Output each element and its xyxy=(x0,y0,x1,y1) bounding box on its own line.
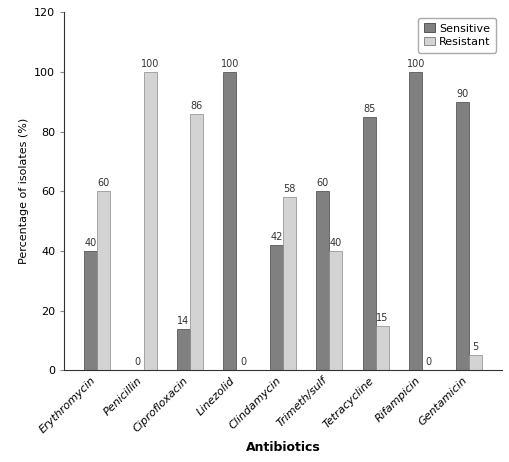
Text: 15: 15 xyxy=(376,313,388,322)
Text: 86: 86 xyxy=(190,101,202,111)
Bar xyxy=(223,72,236,371)
X-axis label: Antibiotics: Antibiotics xyxy=(245,441,320,454)
Bar xyxy=(177,328,190,371)
Text: 0: 0 xyxy=(134,357,140,367)
Bar xyxy=(455,102,468,371)
Text: 100: 100 xyxy=(406,59,424,69)
Bar xyxy=(468,355,481,371)
Bar xyxy=(375,326,388,371)
Text: 42: 42 xyxy=(270,232,282,242)
Legend: Sensitive, Resistant: Sensitive, Resistant xyxy=(417,18,495,53)
Text: 100: 100 xyxy=(140,59,159,69)
Text: 40: 40 xyxy=(84,238,97,248)
Bar xyxy=(316,191,329,371)
Text: 5: 5 xyxy=(471,342,477,353)
Bar xyxy=(282,197,295,371)
Bar xyxy=(269,245,282,371)
Bar xyxy=(190,114,203,371)
Bar xyxy=(409,72,421,371)
Text: 40: 40 xyxy=(329,238,342,248)
Text: 0: 0 xyxy=(239,357,245,367)
Bar xyxy=(97,191,110,371)
Text: 100: 100 xyxy=(220,59,239,69)
Text: 60: 60 xyxy=(97,178,109,188)
Text: 0: 0 xyxy=(425,357,431,367)
Text: 90: 90 xyxy=(455,89,467,99)
Text: 14: 14 xyxy=(177,316,189,326)
Bar xyxy=(144,72,156,371)
Bar xyxy=(329,251,342,371)
Text: 60: 60 xyxy=(316,178,328,188)
Text: 85: 85 xyxy=(362,104,375,114)
Text: 58: 58 xyxy=(282,184,295,195)
Y-axis label: Percentage of isolates (%): Percentage of isolates (%) xyxy=(18,118,29,264)
Bar xyxy=(84,251,97,371)
Bar xyxy=(362,117,375,371)
